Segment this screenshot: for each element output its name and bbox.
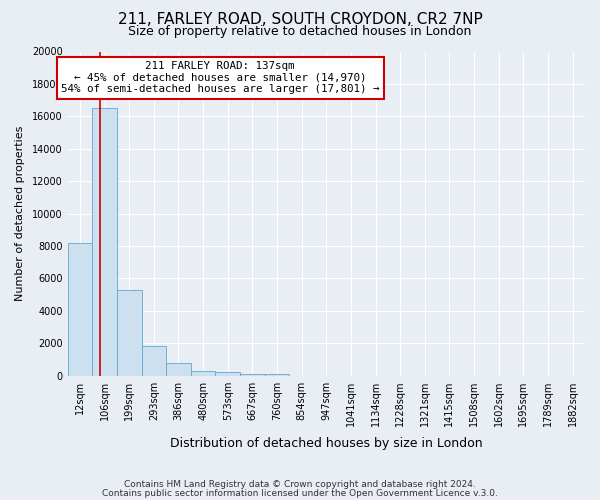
Bar — [265, 374, 289, 376]
Bar — [240, 374, 265, 376]
Bar — [117, 290, 142, 376]
X-axis label: Distribution of detached houses by size in London: Distribution of detached houses by size … — [170, 437, 482, 450]
Text: 211, FARLEY ROAD, SOUTH CROYDON, CR2 7NP: 211, FARLEY ROAD, SOUTH CROYDON, CR2 7NP — [118, 12, 482, 28]
Bar — [142, 346, 166, 376]
Bar — [166, 362, 191, 376]
Text: Contains HM Land Registry data © Crown copyright and database right 2024.: Contains HM Land Registry data © Crown c… — [124, 480, 476, 489]
Bar — [92, 108, 117, 376]
Y-axis label: Number of detached properties: Number of detached properties — [15, 126, 25, 301]
Text: Contains public sector information licensed under the Open Government Licence v.: Contains public sector information licen… — [102, 489, 498, 498]
Bar — [215, 372, 240, 376]
Text: Size of property relative to detached houses in London: Size of property relative to detached ho… — [128, 25, 472, 38]
Bar — [191, 370, 215, 376]
Text: 211 FARLEY ROAD: 137sqm
← 45% of detached houses are smaller (14,970)
54% of sem: 211 FARLEY ROAD: 137sqm ← 45% of detache… — [61, 61, 379, 94]
Bar — [68, 242, 92, 376]
